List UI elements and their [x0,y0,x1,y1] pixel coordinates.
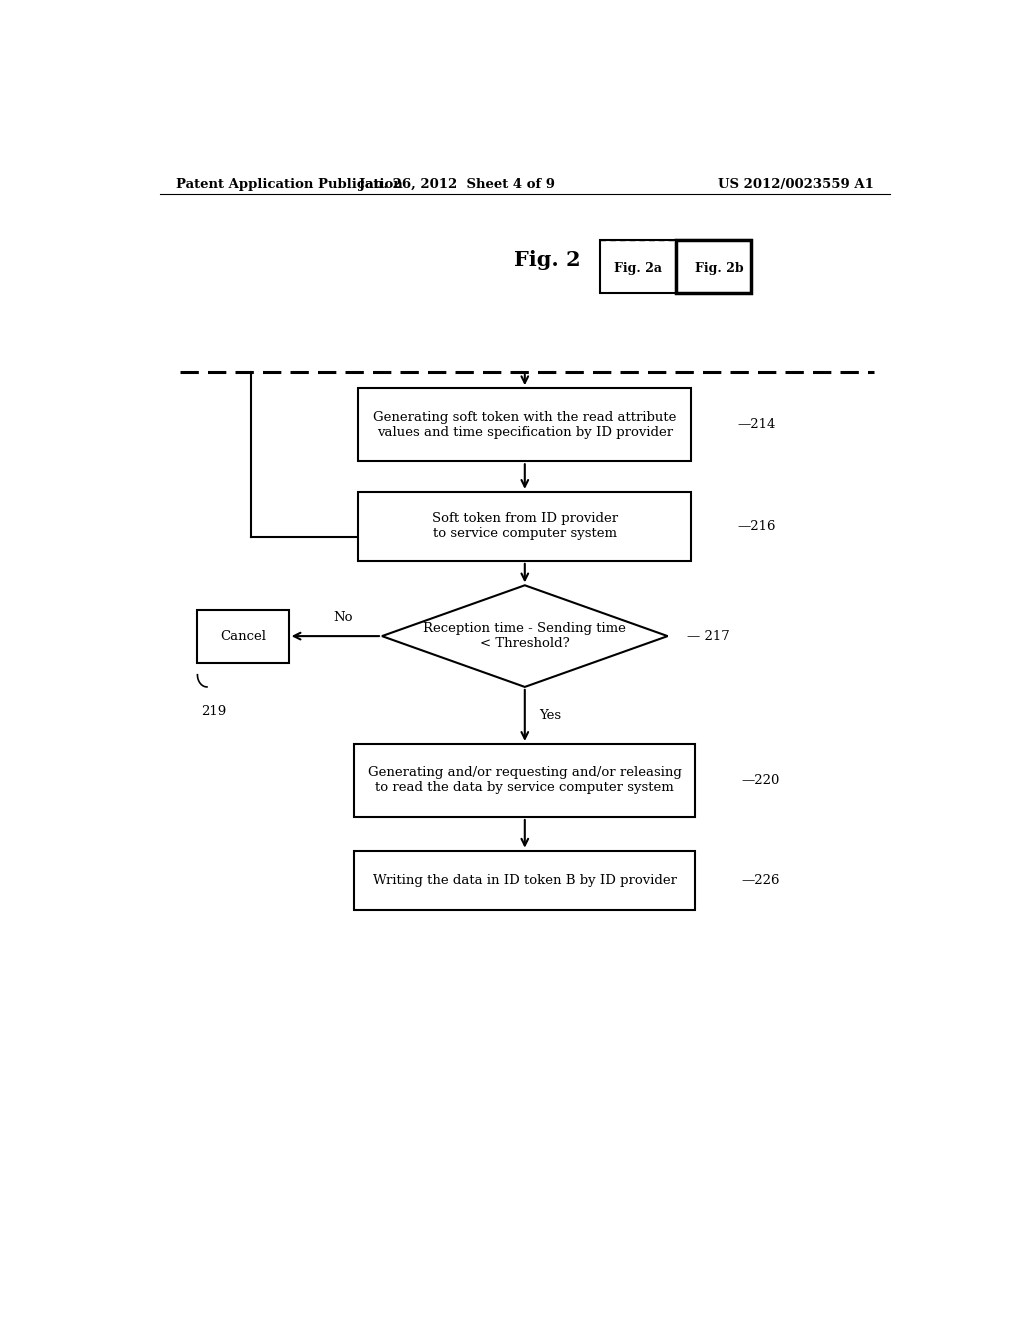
Text: Fig. 2: Fig. 2 [514,249,581,271]
Text: US 2012/0023559 A1: US 2012/0023559 A1 [718,178,873,191]
Text: —216: —216 [737,520,776,533]
Text: Fig. 2b: Fig. 2b [695,261,743,275]
Bar [354,744,695,817]
Bar [600,240,751,293]
Text: Writing the data in ID token B by ID provider: Writing the data in ID token B by ID pro… [373,874,677,887]
Text: Patent Application Publication: Patent Application Publication [176,178,402,191]
Text: 219: 219 [202,705,226,718]
Text: Fig. 2a: Fig. 2a [614,261,663,275]
Bar [358,388,691,461]
Text: Yes: Yes [539,709,561,722]
Text: —220: —220 [741,774,780,787]
Text: Generating soft token with the read attribute
values and time specification by I: Generating soft token with the read attr… [373,411,677,438]
Text: Generating and/or requesting and/or releasing
to read the data by service comput: Generating and/or requesting and/or rele… [368,767,682,795]
Bar [358,492,691,561]
Text: Cancel: Cancel [220,630,266,643]
Polygon shape [382,585,668,686]
Text: —214: —214 [737,418,776,432]
Bar [198,610,289,663]
Text: —226: —226 [741,874,780,887]
Text: Soft token from ID provider
to service computer system: Soft token from ID provider to service c… [432,512,617,540]
Text: Jan. 26, 2012  Sheet 4 of 9: Jan. 26, 2012 Sheet 4 of 9 [359,178,555,191]
Text: — 217: — 217 [687,630,730,643]
Bar [676,240,751,293]
Bar [354,850,695,909]
Text: No: No [334,611,353,624]
Text: Reception time - Sending time
< Threshold?: Reception time - Sending time < Threshol… [423,622,627,651]
